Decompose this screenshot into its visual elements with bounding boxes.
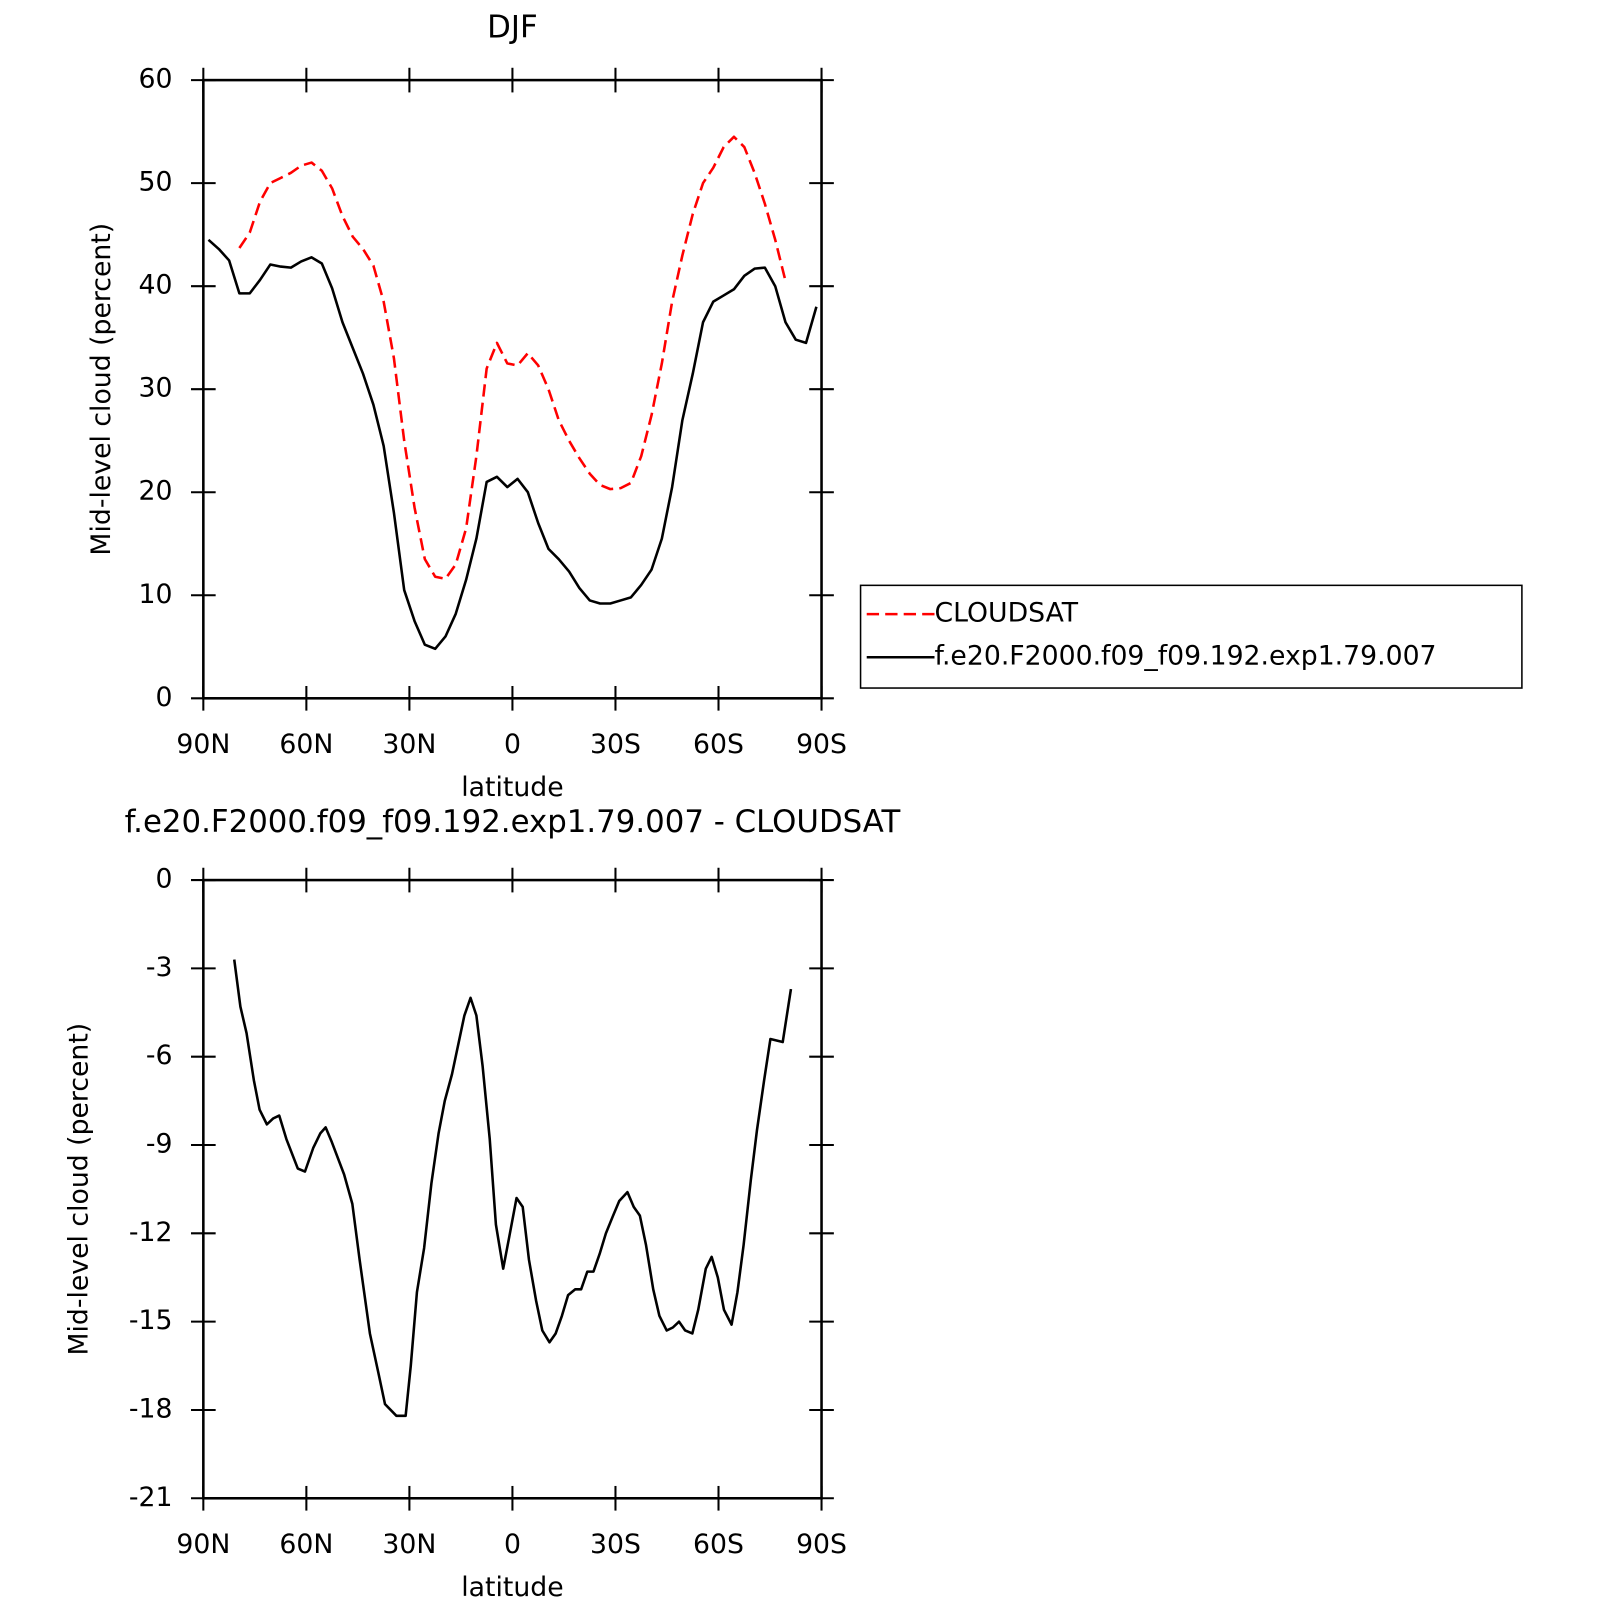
y-tick-label: -15	[129, 1305, 173, 1336]
y-tick-label: 0	[156, 682, 173, 713]
y-tick-label: 30	[139, 373, 173, 404]
y-tick-label: -9	[146, 1129, 173, 1160]
x-tick-label: 60N	[279, 1529, 333, 1560]
x-tick-label: 30N	[382, 1529, 436, 1560]
y-tick-label: 50	[139, 167, 173, 198]
x-tick-label: 30S	[590, 729, 641, 760]
plot-frame	[202, 878, 823, 1500]
plot-frame	[202, 78, 823, 700]
x-tick-label: 60N	[279, 729, 333, 760]
chart-title: f.e20.F2000.f09_f09.192.exp1.79.007 - CL…	[125, 804, 901, 840]
y-tick-label: -21	[129, 1482, 173, 1513]
x-axis-label: latitude	[461, 772, 563, 803]
y-tick-label: 0	[156, 864, 173, 895]
y-tick-label: -3	[146, 952, 173, 983]
y-tick-label: 10	[139, 579, 173, 610]
y-tick-label: -12	[129, 1217, 173, 1248]
y-tick-label: 20	[139, 476, 173, 507]
y-axis-label: Mid-level cloud (percent)	[64, 1023, 95, 1356]
data-line	[238, 135, 787, 581]
data-line	[207, 238, 818, 651]
y-axis-label: Mid-level cloud (percent)	[86, 223, 117, 556]
data-line	[232, 959, 793, 1418]
x-tick-label: 30S	[590, 1529, 641, 1560]
chart-title: DJF	[487, 9, 538, 45]
x-tick-label: 90N	[176, 729, 230, 760]
x-tick-label: 90S	[796, 1529, 847, 1560]
x-tick-label: 60S	[693, 729, 744, 760]
x-tick-label: 0	[504, 1529, 521, 1560]
x-tick-label: 90N	[176, 1529, 230, 1560]
x-tick-label: 0	[504, 729, 521, 760]
y-tick-label: -6	[146, 1040, 173, 1071]
legend-label: f.e20.F2000.f09_f09.192.exp1.79.007	[935, 641, 1437, 672]
y-tick-label: -18	[129, 1393, 173, 1424]
legend-label: CLOUDSAT	[935, 598, 1079, 629]
x-tick-label: 30N	[382, 729, 436, 760]
x-tick-label: 90S	[796, 729, 847, 760]
x-tick-label: 60S	[693, 1529, 744, 1560]
x-axis-label: latitude	[461, 1572, 563, 1602]
y-tick-label: 40	[139, 270, 173, 301]
y-tick-label: 60	[139, 64, 173, 95]
legend-box	[859, 584, 1523, 689]
